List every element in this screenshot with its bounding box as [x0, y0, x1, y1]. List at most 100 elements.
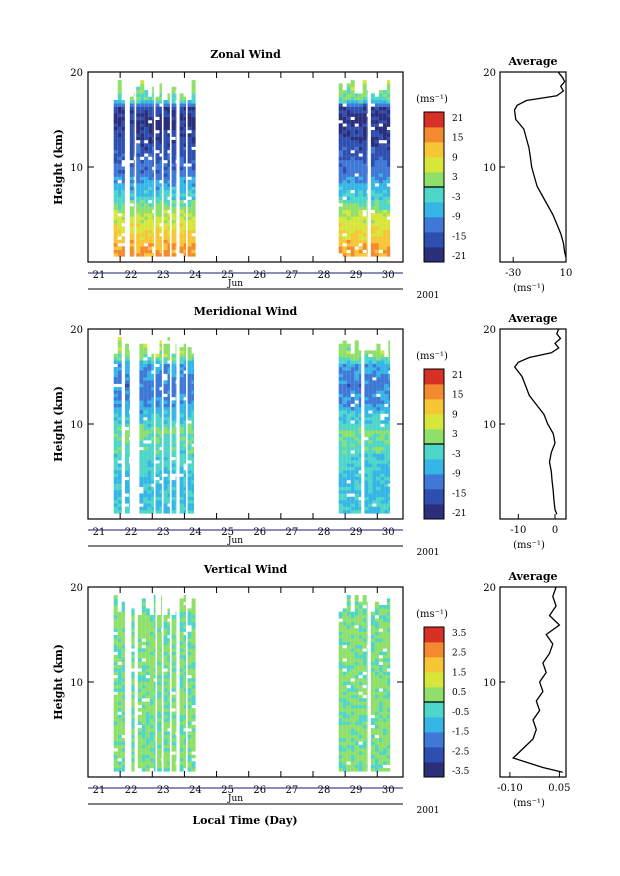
- heatmap-cell: [346, 96, 351, 101]
- heatmap-cell: [171, 764, 176, 769]
- heatmap-cell: [338, 701, 343, 706]
- heatmap-cell: [143, 486, 148, 491]
- heatmap-cell: [129, 213, 134, 217]
- heatmap-cell: [342, 608, 347, 612]
- heatmap-cell: [338, 711, 343, 716]
- heatmap-cell: [374, 206, 379, 210]
- heatmap-cell: [350, 169, 355, 174]
- heatmap-cell: [382, 645, 387, 649]
- heatmap-cell: [129, 156, 134, 161]
- heatmap-cell: [187, 216, 192, 220]
- heatmap-cell: [113, 153, 118, 157]
- heatmap-cell: [167, 490, 170, 494]
- heatmap-cell: [161, 698, 162, 702]
- heatmap-cell: [163, 433, 168, 438]
- heatmap-cell: [157, 615, 162, 619]
- heatmap-cell: [358, 406, 362, 411]
- heatmap-cell: [147, 373, 152, 378]
- heatmap-cell: [149, 678, 154, 682]
- heatmap-cell: [187, 446, 192, 451]
- heatmap-cell: [380, 463, 385, 467]
- heatmap-cell: [354, 490, 359, 494]
- heatmap-cell: [378, 246, 383, 250]
- heatmap-cell: [167, 714, 170, 719]
- heatmap-cell: [117, 116, 122, 121]
- heatmap-cell: [155, 506, 160, 511]
- heatmap-cell: [125, 370, 129, 374]
- heatmap-cell: [136, 189, 141, 194]
- heatmap-cell: [157, 678, 162, 682]
- heatmap-cell: [171, 159, 176, 164]
- heatmap-cell: [378, 768, 383, 772]
- heatmap-cell: [386, 605, 391, 609]
- heatmap-cell: [366, 664, 368, 669]
- heatmap-cell: [136, 226, 141, 230]
- heatmap-cell: [350, 731, 355, 735]
- heatmap-cell: [382, 751, 387, 755]
- heatmap-cell: [358, 136, 363, 141]
- heatmap-cell: [350, 413, 355, 418]
- heatmap-cell: [121, 694, 125, 699]
- heatmap-cell: [113, 400, 118, 404]
- colorbar-swatch: [424, 657, 444, 673]
- heatmap-cell: [191, 456, 194, 461]
- heatmap-cell: [374, 196, 379, 201]
- heatmap-cell: [362, 193, 367, 197]
- heatmap-cell: [139, 506, 144, 511]
- heatmap-cell: [145, 734, 150, 739]
- heatmap-cell: [386, 189, 391, 194]
- heatmap-cell: [140, 249, 145, 254]
- heatmap-cell: [362, 751, 367, 755]
- colorbar-swatch: [424, 399, 444, 415]
- heatmap-cell: [346, 490, 351, 494]
- heatmap-cell: [167, 708, 170, 712]
- heatmap-cell: [121, 126, 125, 131]
- heatmap-cell: [191, 357, 194, 361]
- heatmap-cell: [131, 681, 135, 686]
- heatmap-cell: [113, 253, 118, 257]
- heatmap-cell: [163, 658, 168, 662]
- heatmap-cell: [137, 691, 142, 696]
- heatmap-cell: [136, 233, 141, 237]
- heatmap-cell: [152, 133, 154, 137]
- heatmap-cell: [362, 615, 367, 619]
- heatmap-cell: [113, 156, 118, 161]
- heatmap-cell: [342, 506, 347, 511]
- heatmap-cell: [346, 400, 351, 404]
- heatmap-cell: [368, 460, 373, 464]
- heatmap-cell: [113, 413, 118, 418]
- heatmap-cell: [179, 714, 184, 719]
- heatmap-cell: [366, 166, 368, 171]
- heatmap-cell: [129, 473, 130, 477]
- heatmap-cell: [342, 387, 347, 391]
- heatmap-cell: [191, 668, 196, 672]
- heatmap-cell: [131, 641, 135, 646]
- heatmap-cell: [167, 480, 170, 484]
- heatmap-cell: [121, 701, 125, 706]
- heatmap-cell: [133, 249, 135, 254]
- heatmap-cell: [350, 166, 355, 171]
- heatmap-cell: [382, 664, 387, 669]
- heatmap-cell: [145, 668, 150, 672]
- heatmap-cell: [175, 96, 177, 101]
- heatmap-cell: [354, 153, 359, 157]
- heatmap-cell: [125, 383, 129, 388]
- heatmap-cell: [354, 199, 359, 204]
- heatmap-cell: [133, 229, 135, 234]
- heatmap-cell: [137, 748, 142, 752]
- heatmap-cell: [167, 347, 170, 351]
- heatmap-cell: [129, 500, 130, 504]
- heatmap-cell: [376, 373, 381, 378]
- heatmap-cell: [139, 410, 144, 414]
- heatmap-cell: [366, 136, 368, 141]
- heatmap-cell: [163, 500, 168, 504]
- heatmap-cell: [167, 684, 170, 689]
- heatmap-cell: [378, 734, 383, 739]
- heatmap-cell: [187, 233, 192, 237]
- heatmap-cell: [354, 688, 359, 692]
- heatmap-cell: [338, 493, 343, 497]
- heatmap-cell: [121, 708, 125, 712]
- heatmap-cell: [161, 598, 162, 602]
- heatmap-cell: [370, 116, 375, 121]
- heatmap-cell: [117, 136, 122, 141]
